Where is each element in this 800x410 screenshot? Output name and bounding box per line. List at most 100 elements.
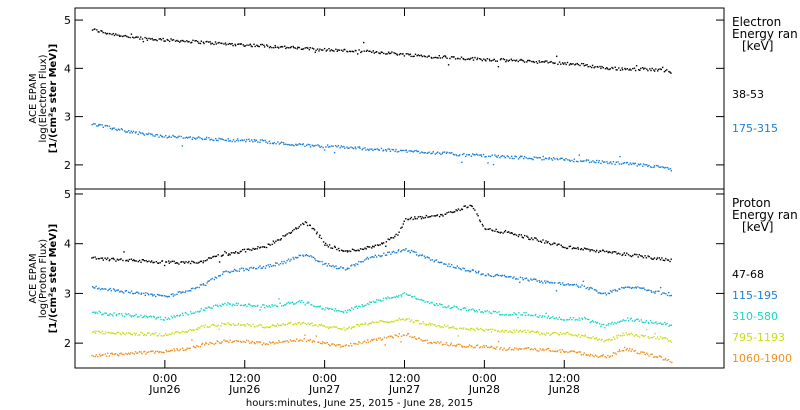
data-point: [99, 311, 102, 314]
data-point: [582, 160, 584, 162]
data-point: [662, 66, 664, 69]
data-point: [535, 348, 537, 351]
data-point: [511, 348, 513, 351]
data-point: [123, 332, 125, 335]
data-point: [605, 357, 608, 359]
data-point: [419, 299, 421, 301]
data-point: [224, 323, 226, 325]
data-point: [135, 313, 137, 316]
data-point: [632, 254, 634, 257]
data-point: [563, 332, 565, 335]
data-point: [581, 317, 583, 320]
data-point: [585, 64, 587, 66]
data-point: [184, 349, 186, 351]
data-point: [348, 309, 351, 311]
data-point: [575, 334, 578, 337]
data-point: [246, 323, 248, 325]
data-point: [601, 323, 603, 326]
data-point: [416, 319, 418, 322]
data-point: [293, 323, 295, 326]
data-point: [327, 308, 330, 310]
data-point: [349, 309, 352, 312]
data-point: [220, 325, 222, 327]
data-point: [118, 354, 120, 357]
data-point: [134, 351, 137, 353]
data-point: [140, 36, 142, 38]
data-point: [246, 248, 248, 250]
data-point: [137, 260, 139, 263]
data-point: [284, 340, 287, 342]
data-point: [254, 248, 257, 250]
data-point: [111, 352, 113, 354]
data-point: [477, 271, 479, 274]
data-point: [434, 215, 436, 217]
data-point: [644, 255, 646, 257]
data-point: [379, 299, 381, 301]
data-point: [401, 318, 403, 321]
data-point: [646, 68, 648, 70]
data-point: [166, 38, 168, 41]
data-point: [292, 144, 294, 146]
data-point: [426, 300, 428, 303]
data-point: [306, 224, 309, 227]
data-point: [365, 304, 367, 306]
data-point: [214, 276, 216, 278]
data-point: [293, 340, 295, 342]
data-point: [203, 42, 205, 45]
data-point: [387, 251, 389, 254]
y-tick-label: 5: [64, 188, 71, 201]
data-point: [94, 28, 96, 30]
data-point: [297, 301, 299, 303]
data-point: [524, 329, 526, 331]
data-point: [659, 355, 661, 358]
data-point: [225, 340, 227, 342]
data-point: [299, 300, 301, 302]
data-point: [285, 143, 287, 145]
data-point: [349, 50, 352, 53]
data-point: [508, 231, 510, 233]
data-point: [643, 68, 645, 70]
data-point: [429, 259, 432, 261]
data-point: [281, 141, 283, 143]
data-point: [666, 322, 668, 325]
data-point: [416, 254, 418, 256]
data-point: [592, 319, 594, 322]
data-point: [542, 155, 544, 158]
data-point: [369, 322, 371, 324]
data-point: [624, 254, 627, 256]
data-point: [120, 333, 122, 336]
data-point: [554, 242, 556, 245]
data-point: [522, 237, 524, 239]
data-point: [244, 45, 247, 47]
data-point: [509, 314, 511, 316]
data-point: [530, 315, 532, 317]
data-point: [333, 344, 336, 346]
data-point: [160, 351, 163, 353]
data-point: [413, 150, 416, 152]
data-point: [378, 149, 381, 151]
data-point: [256, 341, 258, 343]
data-point: [599, 292, 601, 294]
data-point: [297, 46, 299, 48]
data-point: [224, 270, 226, 273]
data-point: [257, 304, 259, 307]
data-point: [107, 314, 109, 316]
data-point: [497, 340, 500, 343]
data-point: [127, 332, 130, 334]
x-tick-label-day: Jun28: [468, 383, 500, 396]
data-point: [591, 64, 594, 67]
data-point: [187, 330, 190, 332]
data-point: [625, 349, 627, 351]
data-point: [613, 251, 616, 253]
data-point: [390, 297, 392, 299]
data-point: [165, 334, 168, 336]
data-point: [276, 262, 278, 264]
data-point: [220, 305, 222, 307]
data-point: [616, 69, 618, 71]
data-point: [438, 55, 440, 57]
data-point: [206, 282, 208, 284]
data-point: [132, 130, 135, 132]
data-point: [497, 154, 499, 157]
data-point: [114, 353, 117, 355]
data-point: [468, 58, 470, 60]
